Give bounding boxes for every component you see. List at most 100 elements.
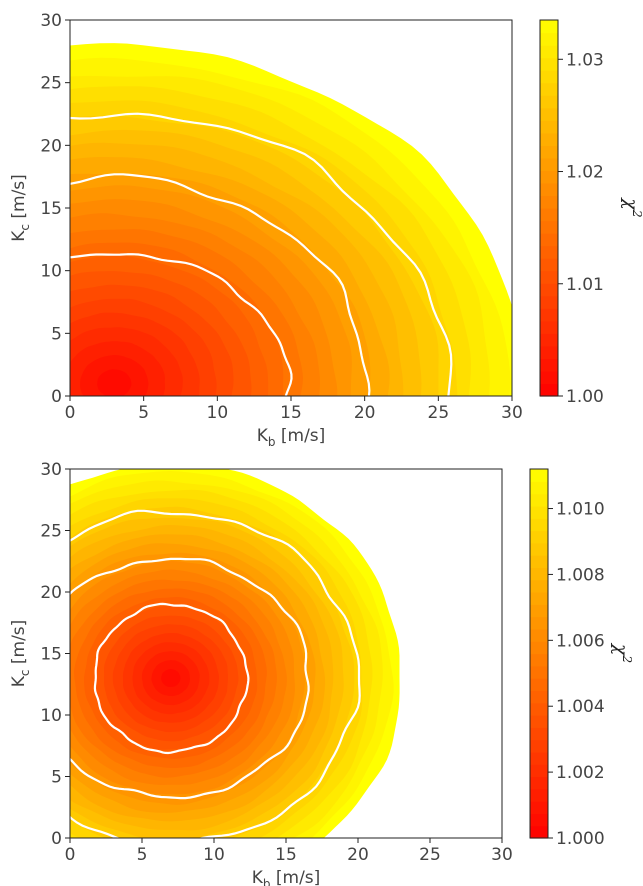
- y-tick-label: 0: [51, 387, 62, 407]
- y-tick-label: 15: [40, 199, 62, 219]
- contour-band: [161, 669, 181, 687]
- colorbar-band: [530, 518, 548, 532]
- x-tick-label: 20: [347, 845, 369, 865]
- colorbar-band: [540, 270, 558, 284]
- chart-panel-2: 0 5 10 15 20 25 30 0 5 10 15 20 25 30 Kb [m/s] Kc [m/s]…: [9, 460, 634, 886]
- colorbar-band: [530, 604, 548, 618]
- y-axis-label: Kc [m/s]: [9, 174, 32, 242]
- x-tick-label: 30: [491, 845, 513, 865]
- colorbar-band: [540, 283, 558, 297]
- y-tick-label: 30: [40, 11, 62, 31]
- colorbar-band: [540, 195, 558, 209]
- colorbar-band: [530, 788, 548, 802]
- y-tick-label: 15: [40, 645, 62, 665]
- colorbar-band: [540, 157, 558, 171]
- colorbar-band: [530, 727, 548, 741]
- contour-field: [70, 43, 512, 396]
- colorbar-band: [530, 567, 548, 581]
- colorbar-band: [540, 132, 558, 146]
- colorbar-band: [540, 170, 558, 184]
- colorbar-band: [540, 107, 558, 121]
- colorbar-band: [540, 258, 558, 272]
- colorbar-band: [530, 739, 548, 753]
- colorbar-band: [530, 628, 548, 642]
- colorbar-tick-label: 1.002: [556, 763, 605, 783]
- colorbar-band: [540, 208, 558, 222]
- colorbar-band: [540, 95, 558, 109]
- colorbar-band: [530, 801, 548, 814]
- colorbar-band: [530, 690, 548, 704]
- y-axis-label: Kc [m/s]: [9, 620, 32, 688]
- colorbar-band: [540, 45, 558, 59]
- x-axis-label: Kb [m/s]: [257, 426, 326, 449]
- colorbar-band: [530, 641, 548, 655]
- contour-line: [70, 112, 453, 396]
- colorbar: 1.00 1.01 1.02 1.03 χ2: [539, 19, 643, 407]
- colorbar-band: [540, 358, 558, 372]
- y-tick-label: 20: [40, 136, 62, 156]
- y-tick-label: 30: [40, 460, 62, 480]
- colorbar-band: [530, 579, 548, 593]
- colorbar-band: [540, 233, 558, 247]
- colorbar-band: [540, 70, 558, 84]
- x-tick-label: 10: [207, 403, 229, 423]
- contour-line: [70, 173, 371, 396]
- colorbar-tick-label: 1.006: [556, 631, 605, 651]
- colorbar-band: [530, 481, 548, 495]
- colorbar-band: [530, 530, 548, 544]
- colorbar-tick-label: 1.000: [556, 829, 605, 849]
- colorbar-band: [530, 505, 548, 519]
- colorbar-band: [540, 182, 558, 197]
- colorbar-band: [530, 715, 548, 728]
- contour-band: [97, 369, 132, 396]
- x-tick-label: 20: [354, 403, 376, 423]
- colorbar-band: [540, 345, 558, 359]
- colorbar-tick-label: 1.004: [556, 697, 605, 717]
- colorbar-band: [540, 82, 558, 96]
- colorbar-band: [530, 493, 548, 507]
- colorbar-band: [530, 751, 548, 765]
- x-tick-label: 10: [203, 845, 225, 865]
- y-tick-label: 10: [40, 262, 62, 282]
- x-tick-label: 15: [275, 845, 297, 865]
- colorbar-tick-label: 1.00: [566, 387, 604, 407]
- x-tick-label: 0: [65, 403, 76, 423]
- chart-panel-1: 0 5 10 15 20 25 30 0 5 10 15 20 25 30 Kb [m/s] Kc [m/s]…: [9, 11, 643, 449]
- y-tick-label: 0: [51, 829, 62, 849]
- colorbar-frame: [539, 19, 559, 397]
- x-tick-label: 0: [65, 845, 76, 865]
- colorbar: 1.000 1.002 1.004 1.006 1.008 1.010 χ2: [529, 468, 634, 849]
- colorbar-label: χ2: [610, 642, 634, 663]
- colorbar-band: [540, 320, 558, 334]
- x-tick-label: 30: [501, 403, 523, 423]
- colorbar-frame: [529, 468, 549, 839]
- contour-line: [70, 253, 293, 396]
- x-tick-label: 5: [138, 403, 149, 423]
- colorbar-tick-label: 1.01: [566, 275, 604, 295]
- colorbar-band: [540, 333, 558, 347]
- contour-field: [70, 469, 400, 838]
- colorbar-band: [530, 764, 548, 778]
- colorbar-band: [540, 308, 558, 322]
- colorbar-band: [540, 145, 558, 159]
- x-tick-label: 25: [419, 845, 441, 865]
- colorbar-band: [530, 542, 548, 556]
- y-tick-label: 25: [40, 522, 62, 542]
- colorbar-band: [530, 555, 548, 568]
- x-tick-label: 5: [137, 845, 148, 865]
- colorbar-tick-label: 1.02: [566, 163, 604, 183]
- colorbar-band: [530, 813, 548, 827]
- colorbar-band: [540, 120, 558, 134]
- colorbar-band: [540, 245, 558, 259]
- colorbar-tick-label: 1.010: [556, 500, 605, 520]
- x-tick-label: 25: [428, 403, 450, 423]
- colorbar-tick-label: 1.008: [556, 565, 605, 585]
- x-tick-label: 15: [280, 403, 302, 423]
- contour-line: [70, 557, 310, 800]
- colorbar-band: [530, 702, 548, 716]
- colorbar-band: [540, 20, 558, 34]
- contour-line: [70, 509, 361, 838]
- colorbar-band: [530, 653, 548, 667]
- y-tick-label: 25: [40, 74, 62, 94]
